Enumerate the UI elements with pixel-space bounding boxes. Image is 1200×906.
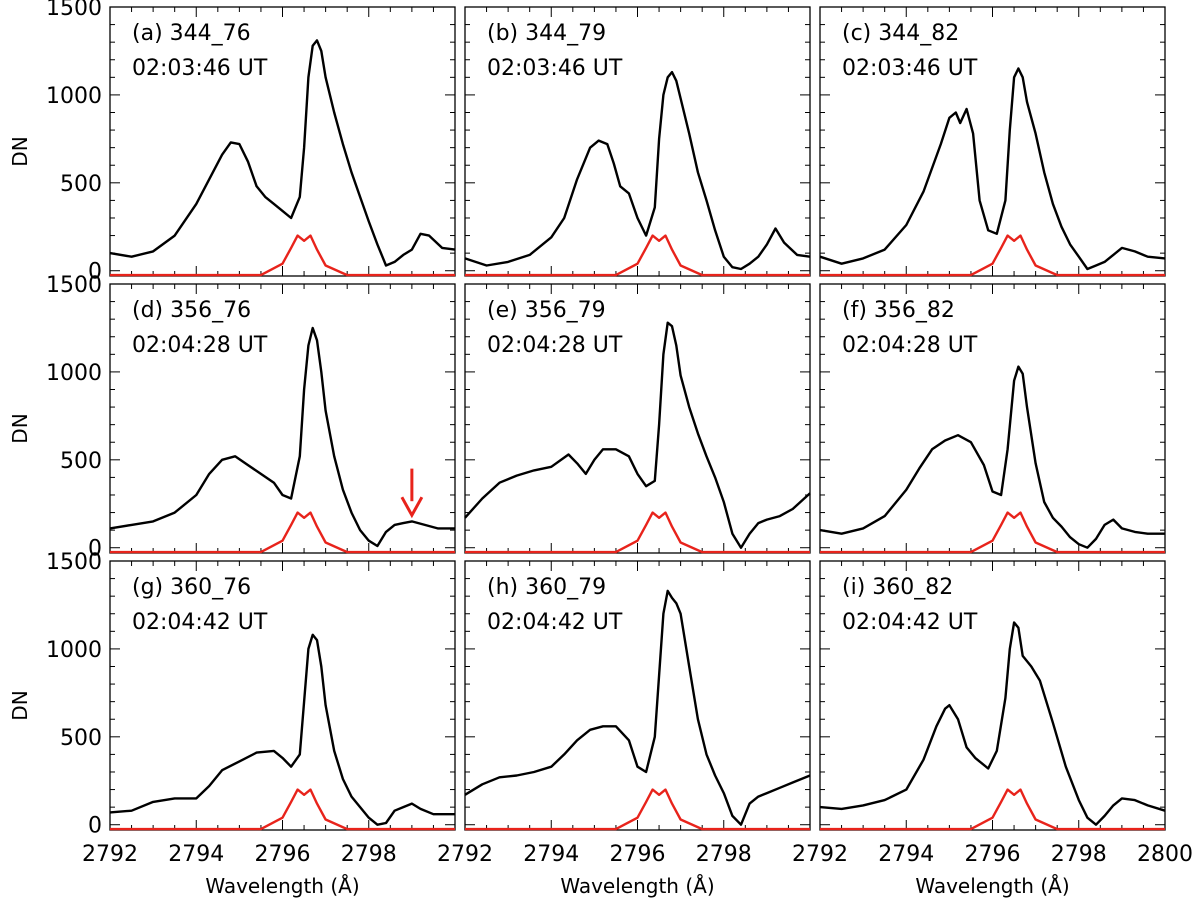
panel-label: (e) 356_79 — [487, 298, 606, 323]
y-tick-label: 1500 — [46, 273, 102, 298]
reference-profile-line — [465, 788, 810, 831]
x-tick-label: 2794 — [168, 842, 224, 867]
panel-frame — [109, 560, 456, 831]
y-axis-title: DN — [8, 690, 32, 720]
panel-time: 02:04:28 UT — [132, 333, 268, 358]
panel-frame — [464, 283, 811, 554]
panel-label: (g) 360_76 — [132, 575, 251, 600]
panel-time: 02:04:28 UT — [842, 333, 978, 358]
x-tick-label: 2798 — [1051, 842, 1107, 867]
x-tick-label: 2800 — [1137, 842, 1193, 867]
reference-profile-line — [110, 788, 455, 831]
panel-time: 02:04:28 UT — [487, 333, 623, 358]
y-tick-label: 1000 — [46, 638, 102, 663]
panel-label: (c) 344_82 — [842, 21, 959, 46]
x-tick-label: 2796 — [255, 842, 311, 867]
reference-profile-line — [110, 234, 455, 277]
reference-profile-line — [465, 234, 810, 277]
panel-time: 02:04:42 UT — [487, 610, 623, 635]
panel-label: (d) 356_76 — [132, 298, 251, 323]
panel-frame — [464, 6, 811, 277]
panel-frame — [819, 560, 1166, 831]
panel-label: (b) 344_79 — [487, 21, 606, 46]
y-tick-label: 1000 — [46, 84, 102, 109]
y-tick-label: 1500 — [46, 0, 102, 21]
panel-frame — [109, 6, 456, 277]
y-tick-label: 0 — [88, 814, 102, 839]
observed-profile-line — [464, 589, 811, 826]
x-tick-label: 2798 — [696, 842, 752, 867]
panel-label: (a) 344_76 — [132, 21, 251, 46]
y-tick-label: 500 — [60, 172, 102, 197]
panel-label: (f) 356_82 — [842, 298, 955, 323]
reference-profile-line — [820, 511, 1165, 554]
x-tick-label: 2794 — [523, 842, 579, 867]
panel-time: 02:03:46 UT — [842, 56, 978, 81]
y-tick-label: 0 — [88, 537, 102, 562]
y-tick-label: 500 — [60, 449, 102, 474]
reference-profile-line — [465, 511, 810, 554]
x-axis-title: Wavelength (Å) — [205, 874, 359, 898]
reference-profile-line — [820, 788, 1165, 831]
y-tick-label: 1000 — [46, 361, 102, 386]
x-tick-label: 2796 — [610, 842, 666, 867]
x-tick-label: 2796 — [965, 842, 1021, 867]
panel-label: (h) 360_79 — [487, 575, 606, 600]
panel-time: 02:03:46 UT — [487, 56, 623, 81]
x-tick-label: 2798 — [341, 842, 397, 867]
observed-profile-line — [819, 621, 1166, 826]
panel-frame — [819, 6, 1166, 277]
y-axis-title: DN — [8, 413, 32, 443]
observed-profile-line — [109, 633, 455, 826]
x-tick-label: 2792 — [792, 842, 848, 867]
observed-profile-line — [819, 67, 1166, 271]
x-tick-label: 2792 — [437, 842, 493, 867]
panel-time: 02:04:42 UT — [132, 610, 268, 635]
x-tick-label: 2794 — [878, 842, 934, 867]
observed-profile-line — [819, 365, 1165, 549]
y-axis-title: DN — [8, 136, 32, 166]
panel-time: 02:04:42 UT — [842, 610, 978, 635]
observed-profile-line — [464, 321, 811, 549]
panel-label: (i) 360_82 — [842, 575, 953, 600]
panel-frame — [464, 560, 811, 831]
y-tick-label: 1500 — [46, 550, 102, 575]
x-tick-label: 2792 — [82, 842, 138, 867]
panel-frame — [819, 283, 1166, 554]
observed-profile-line — [464, 70, 811, 271]
panel-time: 02:03:46 UT — [132, 56, 268, 81]
y-tick-label: 0 — [88, 260, 102, 285]
reference-profile-line — [110, 511, 455, 554]
reference-profile-line — [820, 234, 1165, 277]
observed-profile-line — [109, 326, 455, 548]
panel-frame — [109, 283, 456, 554]
observed-profile-line — [109, 39, 456, 267]
x-axis-title: Wavelength (Å) — [560, 874, 714, 898]
down-arrow-icon — [400, 496, 424, 519]
y-tick-label: 500 — [60, 726, 102, 751]
x-axis-title: Wavelength (Å) — [915, 874, 1069, 898]
